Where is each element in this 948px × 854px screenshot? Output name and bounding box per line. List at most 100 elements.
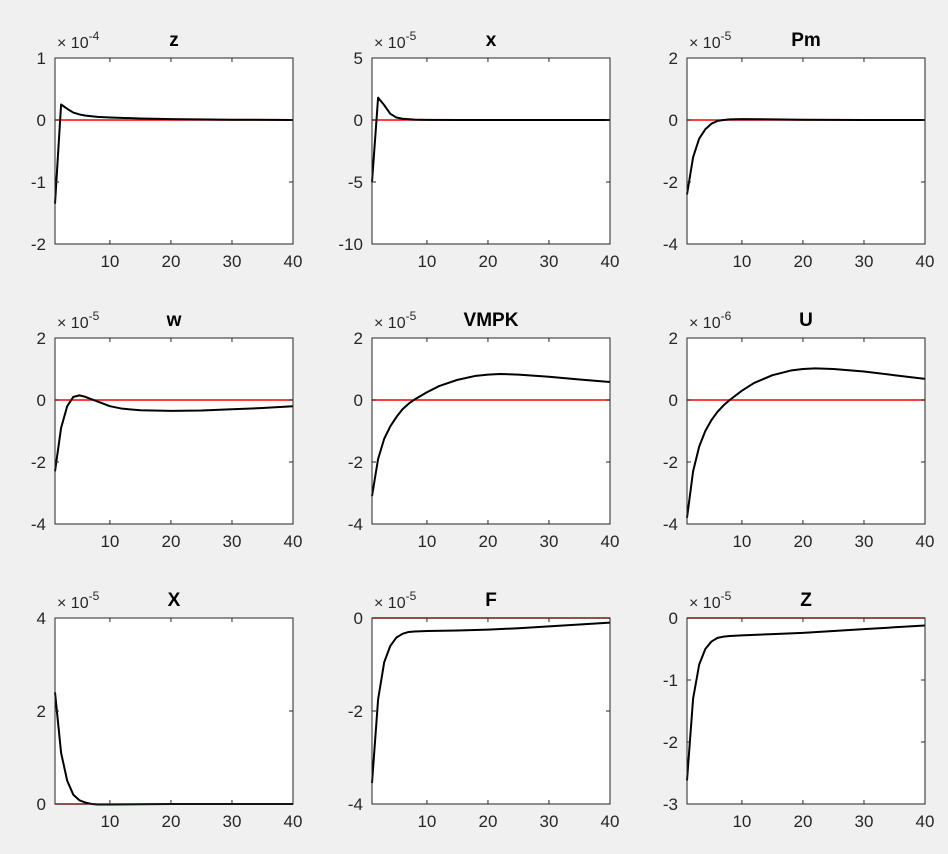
x-tick-label: 30 <box>540 812 559 831</box>
axes-frame <box>686 57 926 245</box>
x-tick-label: 10 <box>732 812 751 831</box>
x-tick-label: 20 <box>161 252 180 271</box>
y-tick-label: -2 <box>663 733 678 752</box>
y-tick-label: 0 <box>37 391 46 410</box>
y-tick-label: 2 <box>669 49 678 68</box>
subplot-title: w <box>166 310 182 331</box>
y-tick-label: -1 <box>31 173 46 192</box>
exponent-base: × 10 <box>374 595 406 612</box>
x-tick-label: 10 <box>732 252 751 271</box>
y-tick-label: -2 <box>31 453 46 472</box>
x-tick-label: 40 <box>916 252 935 271</box>
axes-frame <box>54 57 294 245</box>
y-tick-label: 0 <box>669 609 678 628</box>
x-tick-label: 40 <box>284 532 303 551</box>
series-line-1 <box>54 103 294 204</box>
exponent-base: × 10 <box>57 315 89 332</box>
subplot-title: F <box>485 590 497 611</box>
exponent-power: -5 <box>721 29 732 43</box>
subplot-9: 10 20 30 40 0 -1 -2 -3 × 10-5 Z <box>663 589 935 831</box>
y-tick-label: -4 <box>663 235 678 254</box>
x-tick-label: 30 <box>540 532 559 551</box>
axes-area <box>687 618 925 804</box>
subplot-title: x <box>486 30 497 51</box>
x-tick-label: 20 <box>793 532 812 551</box>
axes-frame <box>371 57 611 245</box>
x-tick-label: 30 <box>855 812 874 831</box>
series-line-1 <box>686 624 926 781</box>
exponent-power: -6 <box>721 309 732 323</box>
exponent-power: -4 <box>89 29 100 43</box>
exponent-base: × 10 <box>374 315 406 332</box>
x-tick-label: 40 <box>916 532 935 551</box>
axis-exponent-label: × 10-5 <box>57 309 100 332</box>
y-tick-label: -2 <box>663 453 678 472</box>
x-tick-label: 20 <box>478 812 497 831</box>
subplot-title: VMPK <box>464 310 519 331</box>
x-tick-label: 20 <box>161 532 180 551</box>
y-tick-label: -3 <box>663 795 678 814</box>
axis-exponent-label: × 10-4 <box>57 29 100 52</box>
subplot-title: U <box>799 310 813 331</box>
x-tick-label: 40 <box>601 532 620 551</box>
y-tick-label: 1 <box>37 49 46 68</box>
x-tick-label: 30 <box>855 252 874 271</box>
y-tick-label: 2 <box>669 329 678 348</box>
y-tick-label: 0 <box>37 795 46 814</box>
y-tick-label: -4 <box>31 515 46 534</box>
axis-exponent-label: × 10-6 <box>689 309 732 332</box>
series-line-1 <box>371 621 611 784</box>
y-tick-label: 0 <box>669 111 678 130</box>
exponent-base: × 10 <box>374 35 406 52</box>
x-tick-label: 20 <box>793 252 812 271</box>
axes-area <box>372 58 610 244</box>
y-tick-label: -2 <box>663 173 678 192</box>
x-tick-label: 30 <box>223 812 242 831</box>
y-tick-label: -4 <box>663 515 678 534</box>
axes-frame <box>686 337 926 525</box>
x-tick-label: 40 <box>601 812 620 831</box>
subplot-title: Z <box>800 590 812 611</box>
y-tick-label: 0 <box>354 391 363 410</box>
axes-area <box>55 338 293 524</box>
y-tick-label: 2 <box>37 702 46 721</box>
x-tick-label: 20 <box>793 812 812 831</box>
exponent-base: × 10 <box>57 595 89 612</box>
axes-area <box>55 58 293 244</box>
x-tick-label: 40 <box>916 812 935 831</box>
axes-frame <box>371 337 611 525</box>
series-line-1 <box>686 367 926 518</box>
y-tick-label: 0 <box>354 111 363 130</box>
x-tick-label: 30 <box>855 532 874 551</box>
exponent-power: -5 <box>406 589 417 603</box>
subplot-title: Pm <box>791 30 821 51</box>
axes-area <box>55 618 293 804</box>
y-tick-label: 0 <box>669 391 678 410</box>
x-tick-label: 10 <box>417 532 436 551</box>
series-line-1 <box>54 394 294 472</box>
axis-exponent-label: × 10-5 <box>374 589 417 612</box>
x-tick-label: 30 <box>540 252 559 271</box>
axes-frame <box>54 337 294 525</box>
x-tick-label: 10 <box>732 532 751 551</box>
y-tick-label: 5 <box>354 49 363 68</box>
x-tick-label: 10 <box>100 812 119 831</box>
subplot-8: 10 20 30 40 0 -2 -4 × 10-5 F <box>348 589 620 831</box>
subplot-title: z <box>169 30 179 51</box>
x-tick-label: 10 <box>417 252 436 271</box>
axis-exponent-label: × 10-5 <box>57 589 100 612</box>
axes-area <box>372 618 610 804</box>
x-tick-label: 10 <box>100 252 119 271</box>
series-line-1 <box>371 96 610 183</box>
x-tick-label: 40 <box>284 812 303 831</box>
y-tick-label: 0 <box>37 111 46 130</box>
axis-exponent-label: × 10-5 <box>689 589 732 612</box>
y-tick-label: 2 <box>354 329 363 348</box>
exponent-base: × 10 <box>689 35 721 52</box>
